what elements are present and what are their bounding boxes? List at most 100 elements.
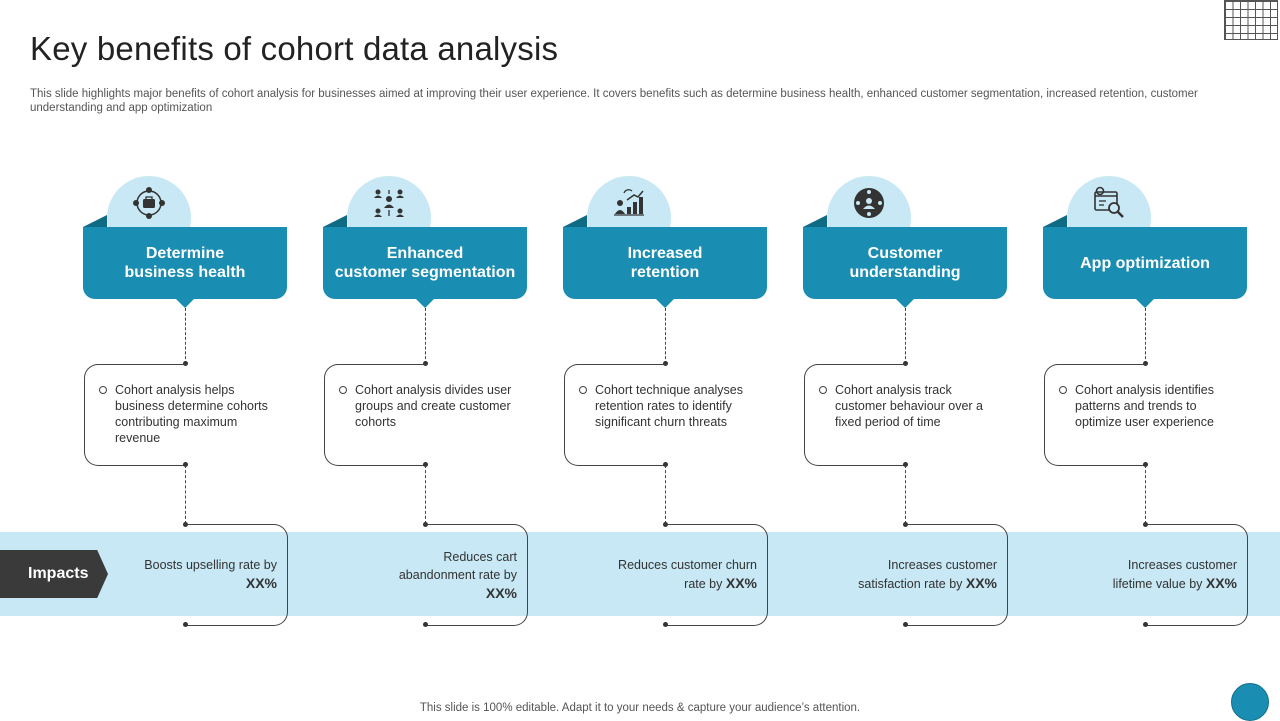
benefit-title-line: Determine (145, 245, 225, 262)
benefit-column-2: Enhanced customer segmentation Cohort ana… (323, 176, 528, 636)
benefit-title-line: understanding (849, 264, 961, 281)
connector-line (185, 465, 186, 524)
impact-label: Reduces customer churn rate by (618, 558, 757, 591)
impacts-band (0, 532, 1280, 616)
benefit-description: Cohort analysis divides user groups and … (339, 382, 519, 430)
header-pointer (655, 298, 675, 308)
page-title: Key benefits of cohort data analysis (30, 30, 559, 67)
impact-value: XX% (965, 575, 997, 591)
benefit-header: Enhanced customer segmentation (323, 227, 527, 299)
benefit-header: App optimization (1043, 227, 1247, 299)
description-text: Cohort analysis identifies patterns and … (1075, 383, 1214, 429)
connector-dot (903, 361, 908, 366)
decorative-circle (1231, 683, 1269, 721)
grid-icon (1224, 0, 1278, 40)
impacts-tag: Impacts (0, 550, 108, 598)
description-text: Cohort technique analyses retention rate… (595, 383, 744, 429)
impact-label: Increases customer lifetime value by (1112, 558, 1237, 591)
bullet-icon (819, 386, 827, 394)
growth-chart-icon (614, 189, 644, 216)
connector-line (905, 308, 906, 364)
network-briefcase-icon (133, 187, 165, 219)
team-network-icon (374, 189, 404, 217)
header-pointer (895, 298, 915, 308)
connector-dot (423, 361, 428, 366)
impact-value: XX% (485, 585, 517, 601)
description-text: Cohort analysis track customer behaviour… (835, 383, 983, 429)
impact-label: Increases customer satisfaction rate by (858, 558, 997, 591)
impact-text: Boosts upselling rate by XX% (107, 556, 277, 593)
connector-dot (903, 622, 908, 627)
impacts-label: Impacts (28, 565, 89, 582)
connector-line (185, 308, 186, 364)
header-pointer (415, 298, 435, 308)
benefit-column-3: Increased retention Cohort technique anal… (563, 176, 768, 636)
benefit-title-line: Increased (627, 245, 703, 262)
header-fold (323, 215, 347, 227)
connector-dot (183, 462, 188, 467)
footer-note: This slide is 100% editable. Adapt it to… (419, 702, 861, 714)
benefit-title-line: Customer (867, 245, 943, 262)
impact-label: Reduces cart abandonment rate by (398, 550, 517, 582)
description-box (804, 364, 907, 466)
connector-line (1145, 465, 1146, 524)
impact-text: Increases customer lifetime value by XX% (1087, 556, 1237, 593)
benefit-title-line: business health (124, 264, 246, 281)
page-subtitle: This slide highlights major benefits of … (30, 88, 1198, 114)
benefit-column-1: Determine business health Cohort analysis… (83, 176, 288, 636)
benefit-title-line: customer segmentation (334, 264, 516, 281)
benefit-description: Cohort technique analyses retention rate… (579, 382, 759, 430)
customer-circle-icon (854, 188, 884, 218)
connector-line (665, 308, 666, 364)
benefit-title-line: App optimization (1080, 254, 1210, 272)
description-box (84, 364, 187, 466)
connector-dot (1143, 622, 1148, 627)
bullet-icon (339, 386, 347, 394)
connector-dot (663, 622, 668, 627)
description-box (324, 364, 427, 466)
description-box (564, 364, 667, 466)
connector-line (425, 465, 426, 524)
impact-text: Increases customer satisfaction rate by … (837, 556, 997, 593)
header-fold (1043, 215, 1067, 227)
benefit-description: Cohort analysis track customer behaviour… (819, 382, 999, 430)
header-fold (563, 215, 587, 227)
impact-text: Reduces cart abandonment rate by XX% (397, 548, 517, 603)
benefit-header: Increased retention (563, 227, 767, 299)
description-text: Cohort analysis divides user groups and … (355, 383, 512, 429)
benefit-title-line: Enhanced (386, 245, 464, 262)
benefit-description: Cohort analysis identifies patterns and … (1059, 382, 1239, 430)
impact-box (905, 524, 1008, 626)
connector-line (425, 308, 426, 364)
benefit-header: Determine business health (83, 227, 287, 299)
header-pointer (1135, 298, 1155, 308)
impact-box (1145, 524, 1248, 626)
connector-dot (183, 622, 188, 627)
connector-dot (1143, 361, 1148, 366)
benefit-column-4: Customer understanding Cohort analysis tr… (803, 176, 1008, 636)
benefit-header: Customer understanding (803, 227, 1007, 299)
bullet-icon (579, 386, 587, 394)
connector-dot (183, 361, 188, 366)
connector-dot (1143, 462, 1148, 467)
bullet-icon (1059, 386, 1067, 394)
benefit-column-5: App optimization Cohort analysis identif… (1043, 176, 1248, 636)
connector-line (905, 465, 906, 524)
impact-text: Reduces customer churn rate by XX% (597, 556, 757, 593)
description-box (1044, 364, 1147, 466)
impact-box (425, 524, 528, 626)
benefit-description: Cohort analysis helps business determine… (99, 382, 279, 446)
connector-dot (423, 462, 428, 467)
impact-value: XX% (245, 575, 277, 591)
bullet-icon (99, 386, 107, 394)
connector-line (1145, 308, 1146, 364)
description-text: Cohort analysis helps business determine… (115, 383, 268, 445)
impact-box (665, 524, 768, 626)
connector-dot (663, 361, 668, 366)
connector-dot (903, 462, 908, 467)
impact-value: XX% (1205, 575, 1237, 591)
impact-box (185, 524, 288, 626)
benefit-title-line: retention (630, 264, 700, 281)
connector-dot (663, 462, 668, 467)
header-fold (83, 215, 107, 227)
